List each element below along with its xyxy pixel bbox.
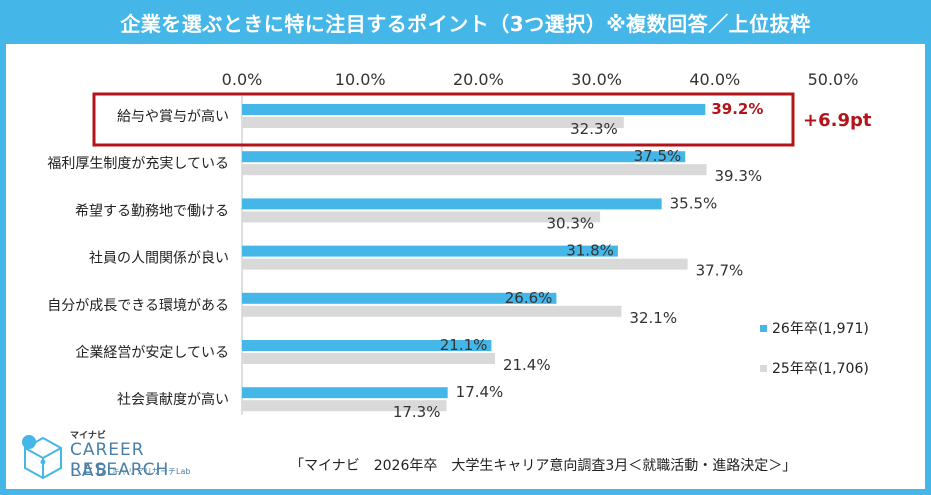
category-label: 自分が成長できる環境がある — [47, 298, 229, 314]
legend-label: 26年卒(1,971) — [772, 321, 869, 337]
value-label-2025: 32.1% — [629, 309, 677, 327]
x-tick-label: 20.0% — [453, 70, 504, 89]
category-label: 社会貢献度が高い — [117, 391, 229, 408]
bar-2026 — [242, 292, 557, 304]
value-label-2026: 17.4% — [456, 383, 504, 401]
value-label-2026: 26.6% — [505, 289, 553, 307]
bar-2026 — [242, 151, 686, 163]
x-tick-label: 30.0% — [571, 70, 622, 89]
value-label-2025: 30.3% — [546, 214, 594, 232]
logo-sub-text: キャリアリサーチLab — [112, 467, 191, 476]
x-tick-label: 0.0% — [222, 70, 263, 89]
bar-2025 — [242, 305, 622, 317]
value-label-2026: 31.8% — [566, 242, 614, 260]
cube-logo-icon — [22, 435, 62, 480]
value-label-2025: 17.3% — [393, 403, 441, 421]
category-label: 希望する勤務地で働ける — [75, 203, 229, 219]
bar-2025 — [242, 258, 688, 270]
highlight-box — [92, 92, 795, 147]
value-label-2026: 39.2% — [711, 100, 763, 118]
x-tick-label: 50.0% — [808, 70, 859, 89]
bar-2025 — [242, 117, 624, 128]
x-tick-label: 40.0% — [689, 70, 740, 89]
bar-2026 — [242, 104, 706, 115]
x-tick-label: 10.0% — [335, 70, 386, 89]
value-label-2025: 21.4% — [503, 356, 551, 374]
bar-2025 — [242, 164, 707, 176]
source-note: 「マイナビ 2026年卒 大学生キャリア意向調査3月＜就職活動・進路決定＞」 — [290, 458, 797, 474]
bar-2026 — [242, 340, 492, 351]
bar-2025 — [242, 400, 447, 412]
category-label: 給与や賞与が高い — [117, 108, 229, 125]
bar-2026 — [242, 245, 618, 257]
logo-line1-text: CAREER RESEARCH — [70, 440, 170, 480]
bar-2026 — [242, 198, 662, 210]
value-label-2025: 37.7% — [696, 262, 744, 280]
value-label-2026: 37.5% — [634, 147, 682, 165]
category-label: 福利厚生制度が充実している — [47, 156, 229, 172]
value-label-2026: 35.5% — [670, 194, 718, 212]
category-label: 社員の人間関係が良い — [89, 251, 229, 267]
bar-2025 — [242, 211, 601, 223]
chart-title: 企業を選ぶときに特に注目するポイント（3つ選択）※複数回答／上位抜粋 — [0, 0, 931, 44]
value-label-2025: 32.3% — [570, 120, 618, 138]
logo-brand-text: マイナビ — [70, 431, 106, 441]
legend-label: 25年卒(1,706) — [772, 361, 869, 377]
legend-swatch — [760, 325, 767, 332]
career-research-lab-logo: マイナビ CAREER RESEARCH LAB キャリアリサーチLab — [20, 428, 230, 488]
value-label-2026: 21.1% — [440, 336, 488, 354]
legend-swatch — [760, 365, 767, 372]
bar-2025 — [242, 353, 495, 364]
logo-line2-text: LAB — [70, 461, 110, 481]
bar-2026 — [242, 387, 448, 399]
value-label-2025: 39.3% — [715, 167, 763, 185]
highlight-delta-annotation: +6.9pt — [803, 110, 872, 131]
category-label: 企業経営が安定している — [75, 344, 229, 361]
